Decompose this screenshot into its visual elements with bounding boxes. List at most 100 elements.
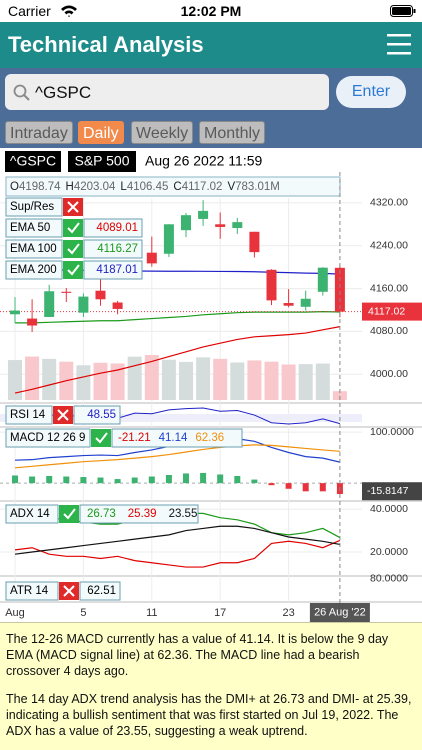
- value-box: [79, 504, 199, 524]
- y-tick-label: 4160.00: [370, 282, 408, 294]
- indicator-label-box: [5, 581, 59, 601]
- indicator-label-box: [5, 504, 59, 524]
- value-box: [83, 239, 143, 259]
- indicator-value: 41.14: [159, 432, 188, 444]
- x-tick-label: 5: [80, 607, 86, 619]
- indicator-value: 62.36: [195, 432, 224, 444]
- enter-button[interactable]: Enter: [336, 76, 406, 108]
- chart: Aug 5 11 17 23 4320.00 4240.00 4160.00 4080.00 40…: [0, 148, 422, 622]
- candle-body: [44, 291, 55, 317]
- indicator-value: 4187.01: [96, 264, 138, 276]
- menu-button[interactable]: [387, 33, 411, 55]
- indicator-value: 23.55: [169, 508, 198, 520]
- quote-key: O: [10, 181, 19, 193]
- histogram-bar: [165, 474, 172, 484]
- timestamp: Aug 26 2022 11:59: [145, 153, 263, 169]
- macd-line: [14, 444, 340, 469]
- candle-body: [300, 298, 311, 307]
- candle-body: [163, 224, 174, 254]
- histogram-bar: [148, 476, 155, 484]
- quote-value: 4198.74: [19, 181, 61, 193]
- adx-line: [14, 539, 341, 568]
- candle-body: [27, 318, 38, 326]
- histogram-bar: [29, 476, 36, 484]
- last-price-box: [362, 302, 422, 321]
- histogram-bar: [12, 475, 18, 484]
- indicator-label-box: [5, 239, 63, 259]
- quote-key: C: [173, 181, 181, 193]
- check-icon[interactable]: [63, 219, 83, 237]
- indicator-value: 48.55: [87, 409, 116, 421]
- indicator-name: EMA 50: [10, 222, 50, 234]
- name-box: [68, 151, 136, 172]
- check-icon[interactable]: [59, 505, 79, 523]
- candle-body: [181, 215, 191, 231]
- x-tick-label: 11: [146, 607, 157, 619]
- volume-bar: [127, 356, 142, 400]
- y-tick-label: 100.0000: [370, 426, 414, 438]
- quote-value: 4117.02: [182, 181, 223, 193]
- indicator-label-box: [5, 260, 63, 280]
- search-query: ^GSPC: [35, 83, 92, 102]
- nav-header: Technical Analysis: [0, 22, 422, 68]
- volume-bar: [144, 355, 159, 400]
- cursor-box: [309, 603, 370, 622]
- histogram-bar: [268, 483, 275, 486]
- period-tab[interactable]: Daily: [78, 121, 124, 144]
- indicator-label-box: [5, 218, 63, 238]
- candle-body: [198, 210, 209, 219]
- x-tick-label: Aug: [5, 607, 25, 619]
- value-box: [83, 218, 143, 238]
- histogram-bar: [251, 479, 258, 484]
- quote-row: O4198.74 H4203.04 L4106.45 C4117.02 V783.01M: [10, 181, 280, 193]
- icon-glyph: [57, 409, 69, 421]
- volume-bar: [42, 358, 57, 400]
- volume-bar: [264, 361, 279, 400]
- volume-bar: [76, 365, 91, 400]
- period-tab[interactable]: Intraday: [5, 121, 73, 144]
- cursor-label: 26 Aug '22: [314, 606, 366, 618]
- marker-label: -15.8147: [367, 485, 409, 497]
- quote-value: 4203.04: [74, 181, 116, 193]
- check-icon[interactable]: [91, 429, 111, 447]
- histogram-bar: [200, 472, 207, 484]
- x-tick-label: 23: [282, 607, 294, 619]
- search-field[interactable]: ^GSPC: [5, 74, 329, 110]
- ema-line: [14, 326, 341, 394]
- histogram-bar: [319, 483, 326, 492]
- y-tick-label: 4240.00: [370, 239, 408, 251]
- symbol-box: [5, 151, 61, 172]
- period-tab[interactable]: Weekly: [131, 121, 194, 144]
- volume-bar: [196, 357, 211, 400]
- search-icon: [13, 84, 30, 101]
- indicator-name: EMA 200: [10, 264, 57, 276]
- icon-glyph: [67, 201, 79, 213]
- candle-body: [61, 291, 72, 293]
- volume-bar: [110, 363, 125, 400]
- indicator-label-box: [5, 428, 91, 448]
- period-tab[interactable]: Monthly: [199, 121, 266, 144]
- indicator-name: ADX 14: [10, 508, 50, 520]
- histogram-bar: [285, 483, 292, 489]
- symbol: ^GSPC: [10, 153, 56, 169]
- value-box: [111, 428, 243, 448]
- instrument-name: S&P 500: [74, 153, 129, 169]
- candle-body: [95, 290, 106, 300]
- indicator-name: Sup/Res: [10, 201, 54, 213]
- histogram-bar: [131, 477, 138, 484]
- app-title: Technical Analysis: [8, 32, 204, 57]
- indicator-value: 25.39: [128, 508, 157, 520]
- indicator-name: EMA 100: [10, 243, 57, 255]
- y-tick-label: 4320.00: [370, 197, 408, 209]
- wifi-icon: [61, 5, 77, 17]
- quote-value: 783.01M: [235, 181, 280, 193]
- icon-glyph: [95, 432, 108, 444]
- indicator-value: 4116.27: [97, 243, 138, 255]
- check-icon[interactable]: [63, 261, 83, 279]
- candle-body: [283, 303, 294, 306]
- check-icon[interactable]: [63, 240, 83, 258]
- value-box: [83, 260, 143, 280]
- quote-key: H: [66, 181, 74, 193]
- analysis-panel: The 12-26 MACD currently has a value of …: [0, 622, 422, 750]
